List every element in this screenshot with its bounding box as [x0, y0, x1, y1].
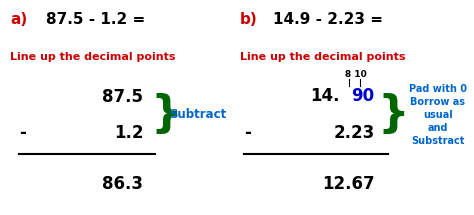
Text: 14.: 14.: [310, 87, 340, 105]
Text: -: -: [19, 124, 26, 142]
Text: }: }: [150, 94, 182, 137]
Text: }: }: [377, 94, 409, 137]
Text: Line up the decimal points: Line up the decimal points: [239, 52, 405, 62]
Text: a): a): [10, 12, 27, 27]
Text: 2.23: 2.23: [333, 124, 374, 142]
Text: 12.67: 12.67: [322, 175, 374, 193]
Text: b): b): [239, 12, 257, 27]
Text: -: -: [244, 124, 251, 142]
Text: 87.5 - 1.2 =: 87.5 - 1.2 =: [46, 12, 146, 27]
Text: Line up the decimal points: Line up the decimal points: [10, 52, 176, 62]
Text: 87.5: 87.5: [102, 88, 143, 106]
Text: 90: 90: [352, 87, 374, 105]
Text: Subtract: Subtract: [169, 108, 226, 121]
Text: 14.9 - 2.23 =: 14.9 - 2.23 =: [273, 12, 383, 27]
Text: 1.2: 1.2: [114, 124, 143, 142]
Text: 86.3: 86.3: [102, 175, 143, 193]
Text: Pad with 0
Borrow as
usual
and
Substract: Pad with 0 Borrow as usual and Substract: [409, 84, 467, 146]
Text: 8 10: 8 10: [345, 70, 366, 79]
